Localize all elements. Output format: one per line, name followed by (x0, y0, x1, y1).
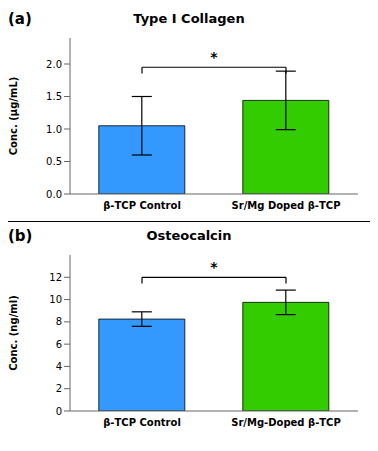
svg-text:8: 8 (56, 316, 62, 327)
svg-text:Conc. (μg/mL): Conc. (μg/mL) (8, 77, 19, 156)
svg-text:*: * (210, 49, 218, 65)
svg-text:2: 2 (56, 383, 62, 394)
html-text:Type I Collagen: Type I Collagen (133, 11, 245, 26)
html-text:Osteocalcin: Osteocalcin (146, 228, 232, 243)
svg-text:0.5: 0.5 (46, 156, 62, 167)
svg-text:1.0: 1.0 (46, 124, 62, 135)
svg-text:β-TCP Control: β-TCP Control (103, 417, 181, 428)
html-text:(b): (b) (8, 227, 33, 245)
svg-text:10: 10 (49, 294, 62, 305)
svg-text:Sr/Mg-Doped β-TCP: Sr/Mg-Doped β-TCP (231, 417, 341, 428)
svg-text:β-TCP Control: β-TCP Control (103, 200, 181, 211)
svg-text:Conc. (ng/ml): Conc. (ng/ml) (8, 295, 19, 370)
svg-text:1.5: 1.5 (46, 91, 62, 102)
svg-text:6: 6 (56, 339, 62, 350)
svg-text:Sr/Mg Doped β-TCP: Sr/Mg Doped β-TCP (232, 200, 341, 211)
svg-text:0.0: 0.0 (46, 189, 62, 200)
html-text:(a): (a) (8, 10, 32, 28)
svg-text:0: 0 (56, 406, 62, 417)
svg-text:*: * (210, 259, 218, 275)
svg-text:2.0: 2.0 (46, 59, 62, 70)
svg-text:4: 4 (56, 361, 62, 372)
svg-text:12: 12 (49, 272, 62, 283)
